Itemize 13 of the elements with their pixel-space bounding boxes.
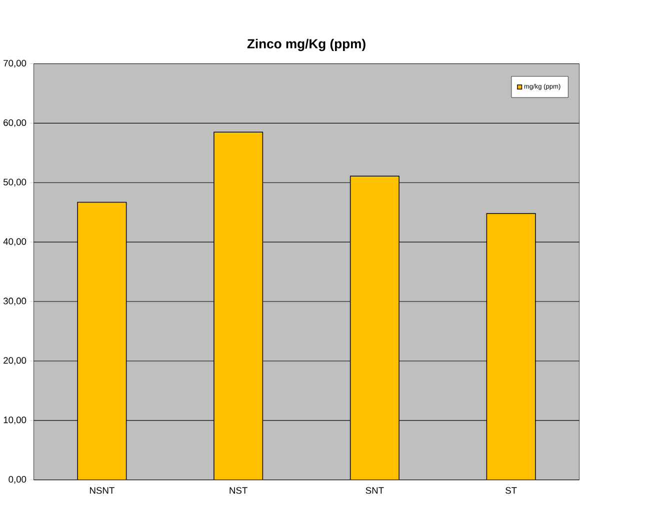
y-tick-label: 30,00 [3,298,26,306]
y-tick-label: 20,00 [4,357,26,366]
y-tick-label: 40,00 [3,238,26,246]
x-tick-label: NSNT [90,487,114,494]
y-tick-label: 10,00 [4,416,26,424]
x-tick-label: ST [506,487,517,494]
chart-title: Zinco mg/Kg (ppm) [247,39,366,52]
y-tick-label: 50,00 [3,178,26,187]
y-tick-label: 0,00 [8,476,26,484]
y-tick-label: 60,00 [4,120,26,128]
y-tick-label: 70,00 [4,60,26,68]
x-tick-label: NST [230,487,248,494]
x-tick-label: SNT [366,487,384,494]
